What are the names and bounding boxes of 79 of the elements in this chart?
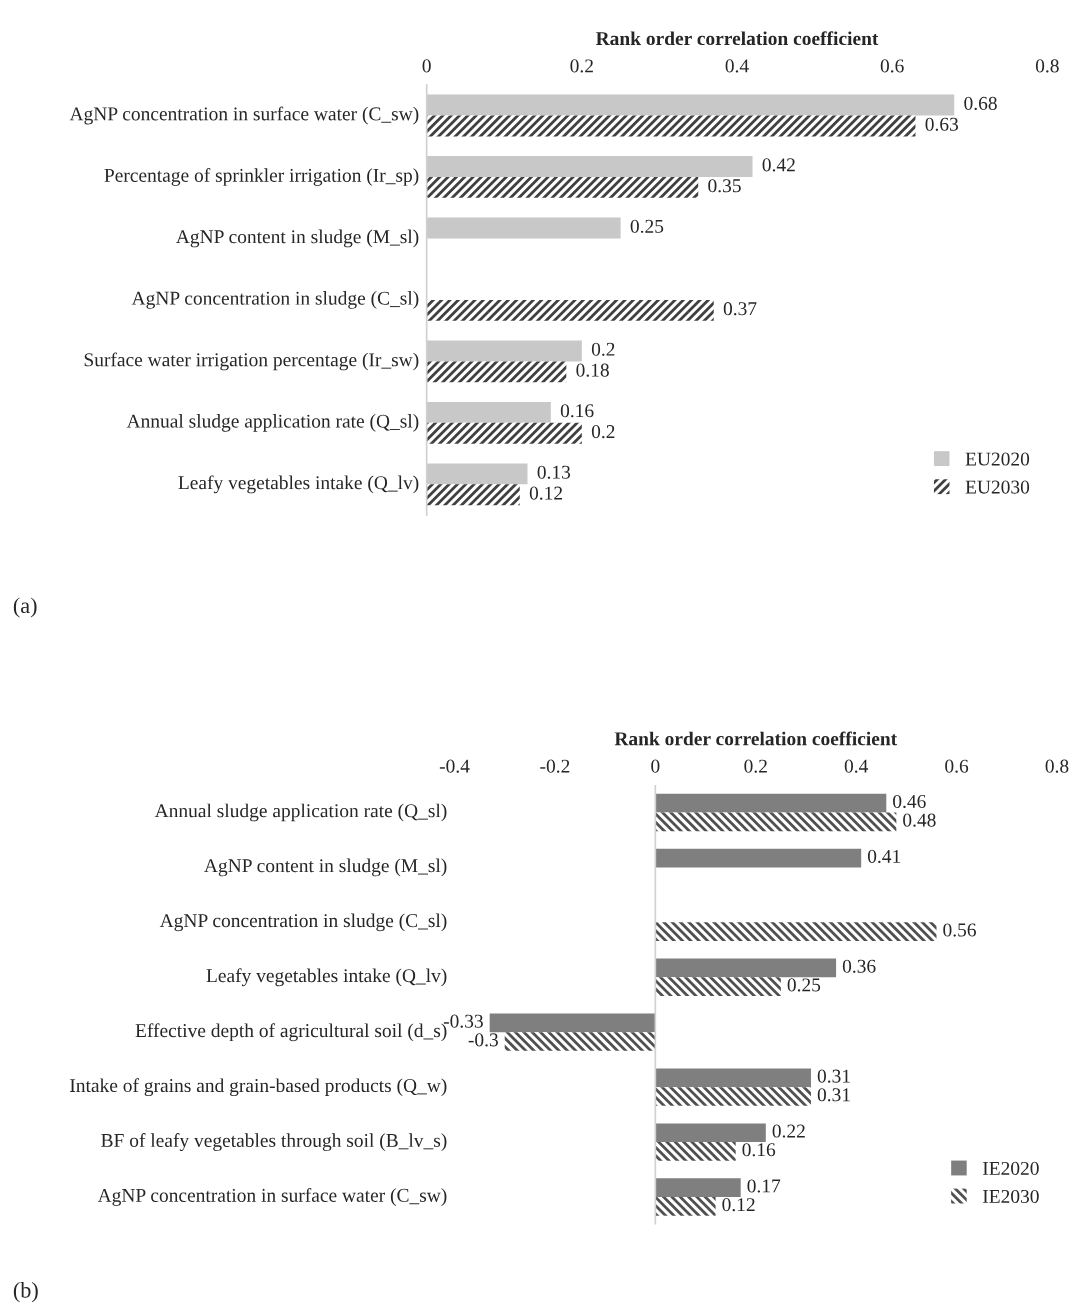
bar: [426, 115, 916, 137]
y-tick-label: AgNP concentration in sludge (C_sl): [131, 291, 419, 309]
x-tick-label: 0.2: [744, 759, 767, 773]
y-tick-label: Percentage of sprinkler irrigation (Ir_sp): [104, 168, 419, 186]
bar: [655, 922, 937, 942]
x-tick-label: 0.8: [1035, 59, 1059, 73]
bar: [655, 1196, 716, 1216]
bar: [426, 176, 699, 198]
data-label: 0.25: [787, 978, 821, 992]
y-tick-label: Annual sludge application rate (Q_sl): [154, 803, 447, 822]
data-label: 0.46: [893, 794, 926, 809]
x-tick-label: 0.4: [725, 59, 749, 73]
bar: [655, 848, 862, 868]
bar: [655, 1142, 736, 1161]
text: (a): [13, 597, 37, 618]
x-tick-label: 0.2: [570, 59, 593, 73]
data-label: 0.48: [903, 813, 936, 827]
legend-label: IE2020: [982, 1161, 1039, 1175]
data-label: 0.35: [708, 179, 741, 193]
data-label: 0.13: [537, 465, 571, 479]
data-label: 0.2: [591, 342, 615, 356]
data-label: 0.25: [630, 219, 664, 233]
y-tick-label: AgNP content in sludge (M_sl): [204, 858, 447, 877]
data-label: 0.42: [762, 158, 795, 172]
x-tick-label: 0: [651, 759, 660, 773]
y-tick-label: Surface water irrigation percentage (Ir_sw): [84, 352, 419, 371]
x-tick-label: 0.4: [844, 759, 869, 773]
y-tick-label: BF of leafy vegetables through soil (B_lv_s): [101, 1133, 447, 1151]
data-label: 0.63: [925, 117, 959, 131]
x-axis-title: Rank order correlation coefficient: [595, 31, 879, 46]
data-label: -0.3: [468, 1033, 498, 1047]
y-tick-label: Leafy vegetables intake (Q_lv): [178, 475, 419, 494]
data-label: 0.18: [576, 363, 609, 377]
x-tick-label: 0.8: [1045, 759, 1069, 773]
bar: [655, 958, 837, 978]
data-label: 0.2: [591, 425, 615, 439]
text: (b): [13, 1282, 38, 1303]
data-label: 0.31: [817, 1069, 850, 1083]
x-tick-label: 0: [422, 59, 431, 73]
bar: [655, 812, 897, 832]
data-label: 0.31: [817, 1088, 850, 1102]
data-label: 0.56: [943, 923, 976, 937]
data-label: 0.22: [772, 1124, 805, 1138]
data-label: 0.37: [723, 302, 757, 316]
bar: [426, 422, 582, 444]
y-tick-label: Leafy vegetables intake (Q_lv): [206, 968, 447, 987]
data-label: 0.12: [529, 486, 563, 500]
bar: [489, 1013, 656, 1033]
bar: [655, 1068, 811, 1088]
legend-label: EU2030: [965, 480, 1030, 494]
bar: [426, 299, 714, 321]
y-tick-label: Annual sludge application rate (Q_sl): [126, 414, 419, 432]
data-label: 0.41: [867, 849, 901, 864]
data-label: 0.12: [722, 1198, 755, 1212]
data-label: 0.36: [842, 959, 876, 973]
bar: [426, 361, 567, 383]
bar: [655, 1178, 741, 1197]
data-label: 0.17: [747, 1179, 781, 1193]
y-tick-label: AgNP content in sludge (M_sl): [176, 229, 419, 248]
legend-label: IE2030: [982, 1189, 1039, 1204]
y-tick-label: Intake of grains and grain-based products (Q_w): [70, 1078, 447, 1097]
y-tick-label: AgNP concentration in sludge (C_sl): [159, 913, 447, 932]
y-tick-label: AgNP concentration in surface water (C_sw): [97, 1188, 447, 1206]
bar: [426, 484, 520, 506]
data-label: 0.68: [964, 96, 997, 110]
data-label: 0.16: [742, 1143, 776, 1157]
x-tick-label: 0.6: [945, 759, 969, 773]
data-label: 0.16: [560, 404, 594, 418]
x-tick-label: -0.2: [540, 759, 570, 773]
x-tick-label: -0.4: [439, 759, 470, 773]
bar: [655, 793, 887, 813]
bar: [655, 1087, 811, 1106]
legend-label: EU2020: [965, 452, 1030, 466]
bar: [655, 1123, 766, 1143]
y-tick-label: AgNP concentration in surface water (C_sw): [69, 106, 419, 125]
bar: [504, 1032, 656, 1051]
x-axis-title: Rank order correlation coefficient: [614, 731, 898, 746]
bar: [655, 977, 781, 996]
x-tick-label: 0.6: [880, 59, 904, 73]
